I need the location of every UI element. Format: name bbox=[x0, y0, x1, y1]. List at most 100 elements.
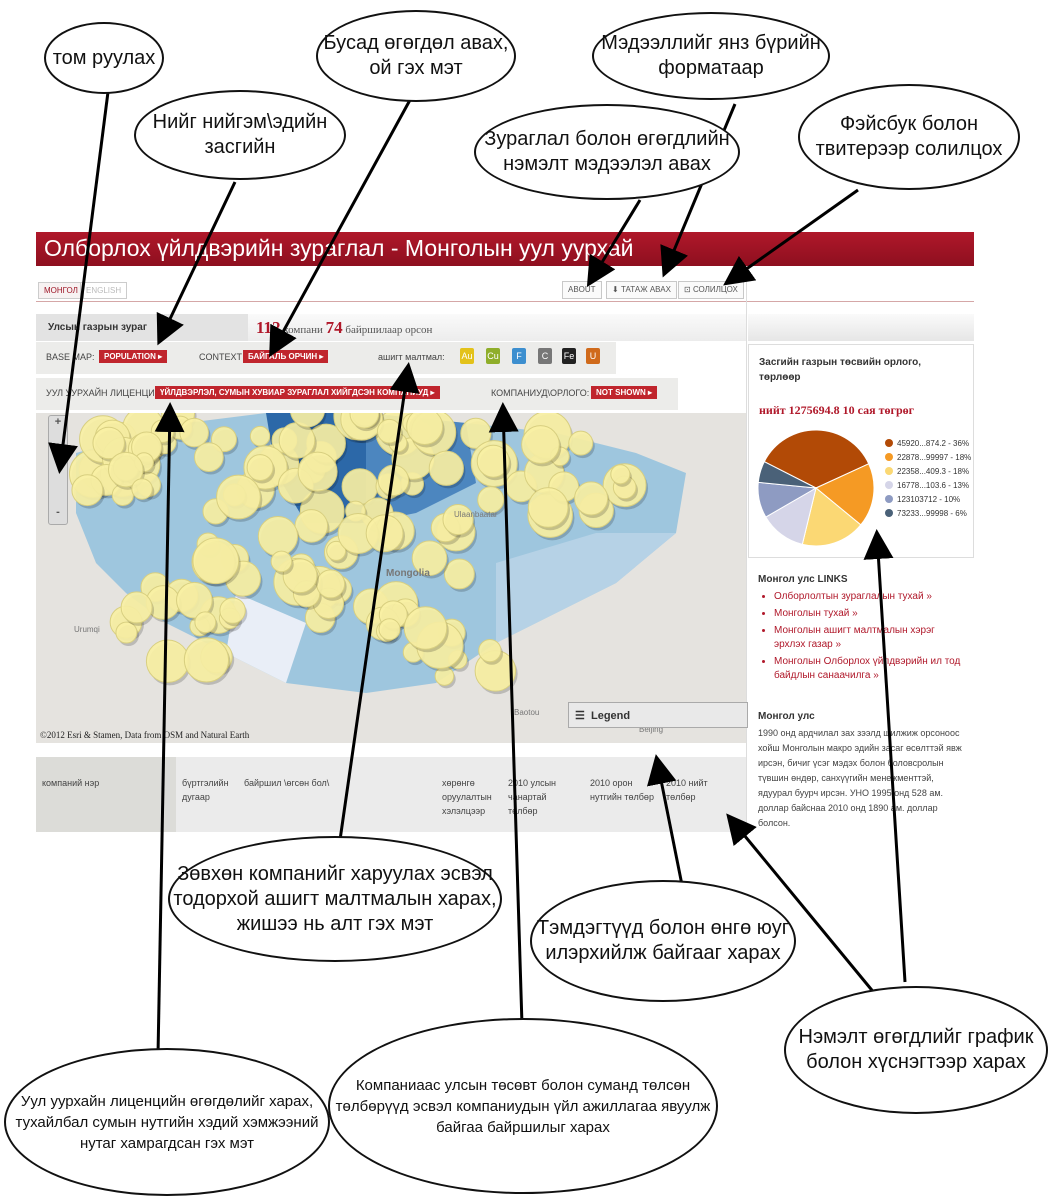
legend-toggle-button[interactable]: ☰ Legend bbox=[568, 702, 748, 728]
company-bubble[interactable] bbox=[194, 611, 217, 634]
company-bubble[interactable] bbox=[216, 474, 261, 520]
company-bubble[interactable] bbox=[376, 418, 402, 444]
revenue-value: NOT SHOWN bbox=[596, 388, 646, 397]
company-bubble[interactable] bbox=[249, 425, 271, 447]
about-title: Монгол улс bbox=[758, 711, 815, 722]
result-counts: 112 компани 74 байршилаар орсон bbox=[256, 318, 432, 338]
mid-population-region bbox=[496, 533, 676, 643]
company-bubble[interactable] bbox=[257, 516, 299, 557]
download-button[interactable]: ⬇ ТАТАЖ АВАХ bbox=[606, 281, 677, 299]
revenue-pie-chart[interactable] bbox=[751, 423, 881, 553]
company-bubble[interactable] bbox=[194, 442, 224, 472]
link-item[interactable]: Монголын ашигт малтмалын хэрэг эрхлэх га… bbox=[774, 624, 968, 652]
table-column-bg bbox=[36, 757, 176, 832]
company-bubble[interactable] bbox=[403, 606, 448, 650]
coal-mineral-icon[interactable]: C bbox=[538, 348, 552, 364]
company-bubble[interactable] bbox=[290, 413, 325, 428]
company-bubble[interactable] bbox=[365, 514, 404, 553]
pie-slices bbox=[757, 429, 875, 547]
pie-slice[interactable] bbox=[815, 463, 875, 526]
iron-mineral-icon[interactable]: Fe bbox=[562, 348, 576, 364]
links-list: Олборлолтын зураглалын тухай » Монголын … bbox=[758, 590, 968, 683]
table-header-location[interactable]: байршил \өгсөн бол\ bbox=[244, 778, 330, 788]
legend-swatch bbox=[885, 495, 893, 503]
pie-legend-label: 73233...99998 - 6% bbox=[897, 509, 967, 518]
company-bubble[interactable] bbox=[568, 430, 594, 456]
table-header-local-payment[interactable]: 2010 орон нутгийн төлбөр bbox=[590, 778, 654, 802]
link-item[interactable]: Олборлолтын зураглалын тухай » bbox=[774, 590, 968, 604]
annotation-payments: Компаниаас улсын төсөвт болон суманд төл… bbox=[328, 1018, 718, 1194]
pie-slice[interactable] bbox=[801, 487, 862, 547]
company-bubble[interactable] bbox=[176, 581, 213, 619]
table-header-total-payment[interactable]: 2010 нийт төлбөр bbox=[666, 778, 708, 802]
company-bubble[interactable] bbox=[442, 503, 474, 536]
link-item[interactable]: Монголын Олборлох үйлдвэрийн ил тод байд… bbox=[774, 655, 968, 683]
company-bubble[interactable] bbox=[183, 637, 230, 683]
map-label-mongolia: Mongolia bbox=[386, 568, 430, 579]
map-view[interactable]: + - Ulaanbaatar Mongolia Urumqi Baotou B… bbox=[36, 413, 746, 743]
company-bubble[interactable] bbox=[521, 425, 560, 464]
company-count-label: компани bbox=[283, 324, 323, 336]
table-header-national-payment[interactable]: 2010 улсын чанартай төлбөр bbox=[508, 778, 557, 816]
company-bubble[interactable] bbox=[316, 569, 346, 599]
company-bubble[interactable] bbox=[610, 464, 631, 485]
table-header-investment[interactable]: хөрөнгө оруулалтын хэлэлцээр bbox=[442, 778, 492, 816]
share-button[interactable]: ⊡ СОЛИЛЦОХ bbox=[678, 281, 744, 299]
company-bubble[interactable] bbox=[477, 486, 505, 514]
low-population-region bbox=[226, 593, 306, 683]
about-button[interactable]: ABOUT bbox=[562, 281, 602, 299]
company-bubble[interactable] bbox=[115, 621, 138, 644]
company-bubble[interactable] bbox=[270, 550, 293, 573]
map-label-ulaanbaatar: Ulaanbaatar bbox=[454, 510, 498, 519]
company-bubble[interactable] bbox=[378, 618, 401, 641]
company-bubble[interactable] bbox=[219, 597, 246, 624]
base-map-dropdown[interactable]: POPULATION ▸ bbox=[99, 350, 168, 363]
link-item[interactable]: Монголын тухай » bbox=[774, 607, 968, 621]
pie-slice[interactable] bbox=[757, 460, 817, 489]
annotation-formats: Мэдээллийг янз бүрийн форматаар bbox=[592, 12, 830, 100]
table-header-company-name[interactable]: компаний нэр bbox=[42, 778, 100, 788]
about-text: 1990 онд ардчилал зах зээлд шилжиж орсон… bbox=[758, 728, 962, 828]
zoom-slider[interactable]: + - bbox=[48, 415, 68, 525]
company-bubble[interactable] bbox=[294, 509, 329, 543]
gold-mineral-icon[interactable]: Au bbox=[460, 348, 474, 364]
zoom-in-button[interactable]: + bbox=[54, 416, 62, 428]
company-bubble[interactable] bbox=[443, 558, 475, 590]
company-bubble[interactable] bbox=[527, 487, 569, 528]
company-bubble[interactable] bbox=[478, 638, 502, 663]
pie-legend-item: 16778...103.6 - 13% bbox=[885, 481, 969, 490]
context-dropdown[interactable]: БАЙГАЛЬ ОРЧИН ▸ bbox=[243, 350, 329, 363]
annotation-minerals: Зөвхөн компанийг харуулах эсвэл тодорхой… bbox=[168, 836, 502, 962]
tab-national-map[interactable]: Улсын газрын зураг bbox=[36, 314, 248, 341]
company-bubble[interactable] bbox=[460, 417, 492, 449]
zoom-out-button[interactable]: - bbox=[56, 506, 60, 518]
company-bubble[interactable] bbox=[377, 464, 410, 497]
company-bubble[interactable] bbox=[406, 413, 444, 446]
language-mongolian-button[interactable]: МОНГОЛ bbox=[38, 282, 84, 299]
company-bubble[interactable] bbox=[411, 540, 448, 576]
company-bubble[interactable] bbox=[428, 450, 464, 486]
revenue-dropdown[interactable]: NOT SHOWN ▸ bbox=[591, 386, 658, 399]
company-bubble[interactable] bbox=[574, 481, 609, 516]
language-english-button[interactable]: ENGLISH bbox=[80, 282, 128, 299]
company-bubble[interactable] bbox=[297, 451, 338, 492]
company-bubble[interactable] bbox=[120, 591, 153, 624]
license-dropdown[interactable]: ҮЙЛДВЭРЛЭЛ, СУМЫН ХУВИАР ЗУРАГЛАЛ ХИЙГДС… bbox=[155, 386, 440, 399]
company-bubble[interactable] bbox=[246, 454, 274, 481]
uranium-mineral-icon[interactable]: U bbox=[586, 348, 600, 364]
company-bubble[interactable] bbox=[108, 451, 144, 488]
pie-slice[interactable] bbox=[763, 429, 870, 489]
company-bubble[interactable] bbox=[476, 444, 510, 478]
pie-legend-item: 123103712 - 10% bbox=[885, 495, 960, 504]
company-bubble[interactable] bbox=[145, 639, 190, 683]
company-bubble[interactable] bbox=[192, 537, 240, 585]
company-bubble[interactable] bbox=[179, 417, 209, 448]
company-bubble[interactable] bbox=[282, 558, 318, 594]
company-bubble[interactable] bbox=[131, 478, 153, 500]
legend-swatch bbox=[885, 481, 893, 489]
copper-mineral-icon[interactable]: Cu bbox=[486, 348, 500, 364]
table-header-registration[interactable]: бүртгэлийн дугаар bbox=[182, 778, 229, 802]
fluorspar-mineral-icon[interactable]: F bbox=[512, 348, 526, 364]
company-bubble[interactable] bbox=[71, 474, 104, 507]
